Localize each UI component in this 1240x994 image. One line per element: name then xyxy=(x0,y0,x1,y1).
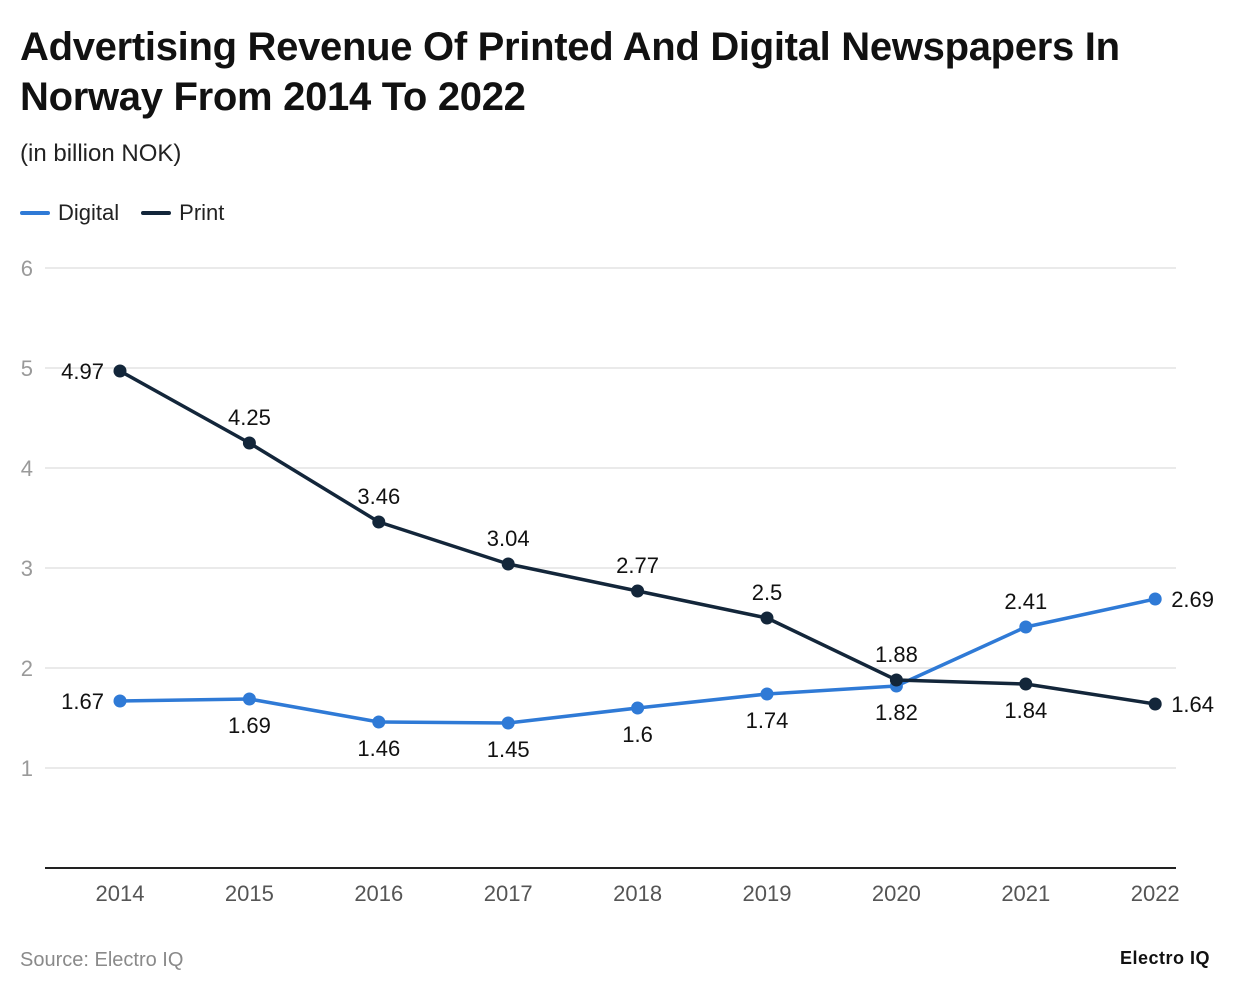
x-tick-label: 2014 xyxy=(96,881,145,906)
data-point-print xyxy=(889,673,903,687)
y-tick-label: 5 xyxy=(21,356,33,381)
chart-legend: Digital Print xyxy=(20,200,246,226)
data-label-print: 4.97 xyxy=(61,359,104,384)
legend-item-digital[interactable]: Digital xyxy=(20,200,119,226)
chart-subtitle: (in billion NOK) xyxy=(20,140,182,167)
data-point-print xyxy=(113,364,127,378)
data-label-print: 2.77 xyxy=(616,553,659,578)
data-point-print xyxy=(760,611,774,625)
data-label-digital: 1.45 xyxy=(487,737,530,762)
chart-title: Advertising Revenue Of Printed And Digit… xyxy=(20,25,1120,119)
x-tick-label: 2020 xyxy=(872,881,921,906)
y-tick-label: 3 xyxy=(21,556,33,581)
legend-swatch-digital xyxy=(20,211,50,215)
x-tick-label: 2015 xyxy=(225,881,274,906)
y-tick-label: 1 xyxy=(21,756,33,781)
data-point-digital xyxy=(1148,592,1162,606)
data-label-digital: 1.46 xyxy=(357,736,400,761)
data-point-print xyxy=(372,515,386,529)
x-tick-label: 2022 xyxy=(1131,881,1180,906)
data-point-digital xyxy=(113,694,127,708)
data-label-print: 3.04 xyxy=(487,526,530,551)
x-tick-label: 2016 xyxy=(354,881,403,906)
x-tick-label: 2021 xyxy=(1001,881,1050,906)
data-point-digital xyxy=(631,701,645,715)
data-label-digital: 1.69 xyxy=(228,713,271,738)
data-point-digital xyxy=(1019,620,1033,634)
data-label-print: 1.84 xyxy=(1004,698,1047,723)
data-point-print xyxy=(631,584,645,598)
data-label-digital: 1.67 xyxy=(61,689,104,714)
data-point-print xyxy=(1019,677,1033,691)
x-tick-label: 2019 xyxy=(743,881,792,906)
data-label-digital: 1.82 xyxy=(875,700,918,725)
x-tick-label: 2017 xyxy=(484,881,533,906)
data-point-digital xyxy=(501,716,515,730)
data-label-digital: 1.6 xyxy=(622,722,653,747)
legend-label-print: Print xyxy=(179,200,225,225)
data-label-digital: 2.41 xyxy=(1004,589,1047,614)
brand-logo: Electro IQ xyxy=(1119,948,1210,968)
y-tick-label: 4 xyxy=(21,456,33,481)
data-label-print: 3.46 xyxy=(357,484,400,509)
x-tick-label: 2018 xyxy=(613,881,662,906)
data-point-digital xyxy=(760,687,774,701)
y-tick-label: 6 xyxy=(21,256,33,281)
legend-swatch-print xyxy=(141,211,172,215)
data-point-print xyxy=(1148,697,1162,711)
data-label-digital: 1.74 xyxy=(746,708,789,733)
legend-label-digital: Digital xyxy=(58,200,120,225)
data-label-print: 1.64 xyxy=(1171,692,1214,717)
data-label-print: 2.5 xyxy=(752,580,783,605)
series-line-print xyxy=(118,369,1157,706)
data-point-digital xyxy=(242,692,256,706)
source-note: Source: Electro IQ xyxy=(20,949,184,971)
data-label-print: 1.88 xyxy=(875,642,918,667)
data-point-print xyxy=(501,557,515,571)
legend-item-print[interactable]: Print xyxy=(141,200,224,226)
data-label-print: 4.25 xyxy=(228,405,271,430)
data-point-print xyxy=(242,436,256,450)
data-label-digital: 2.69 xyxy=(1171,587,1214,612)
data-point-digital xyxy=(372,715,386,729)
y-tick-label: 2 xyxy=(21,656,33,681)
